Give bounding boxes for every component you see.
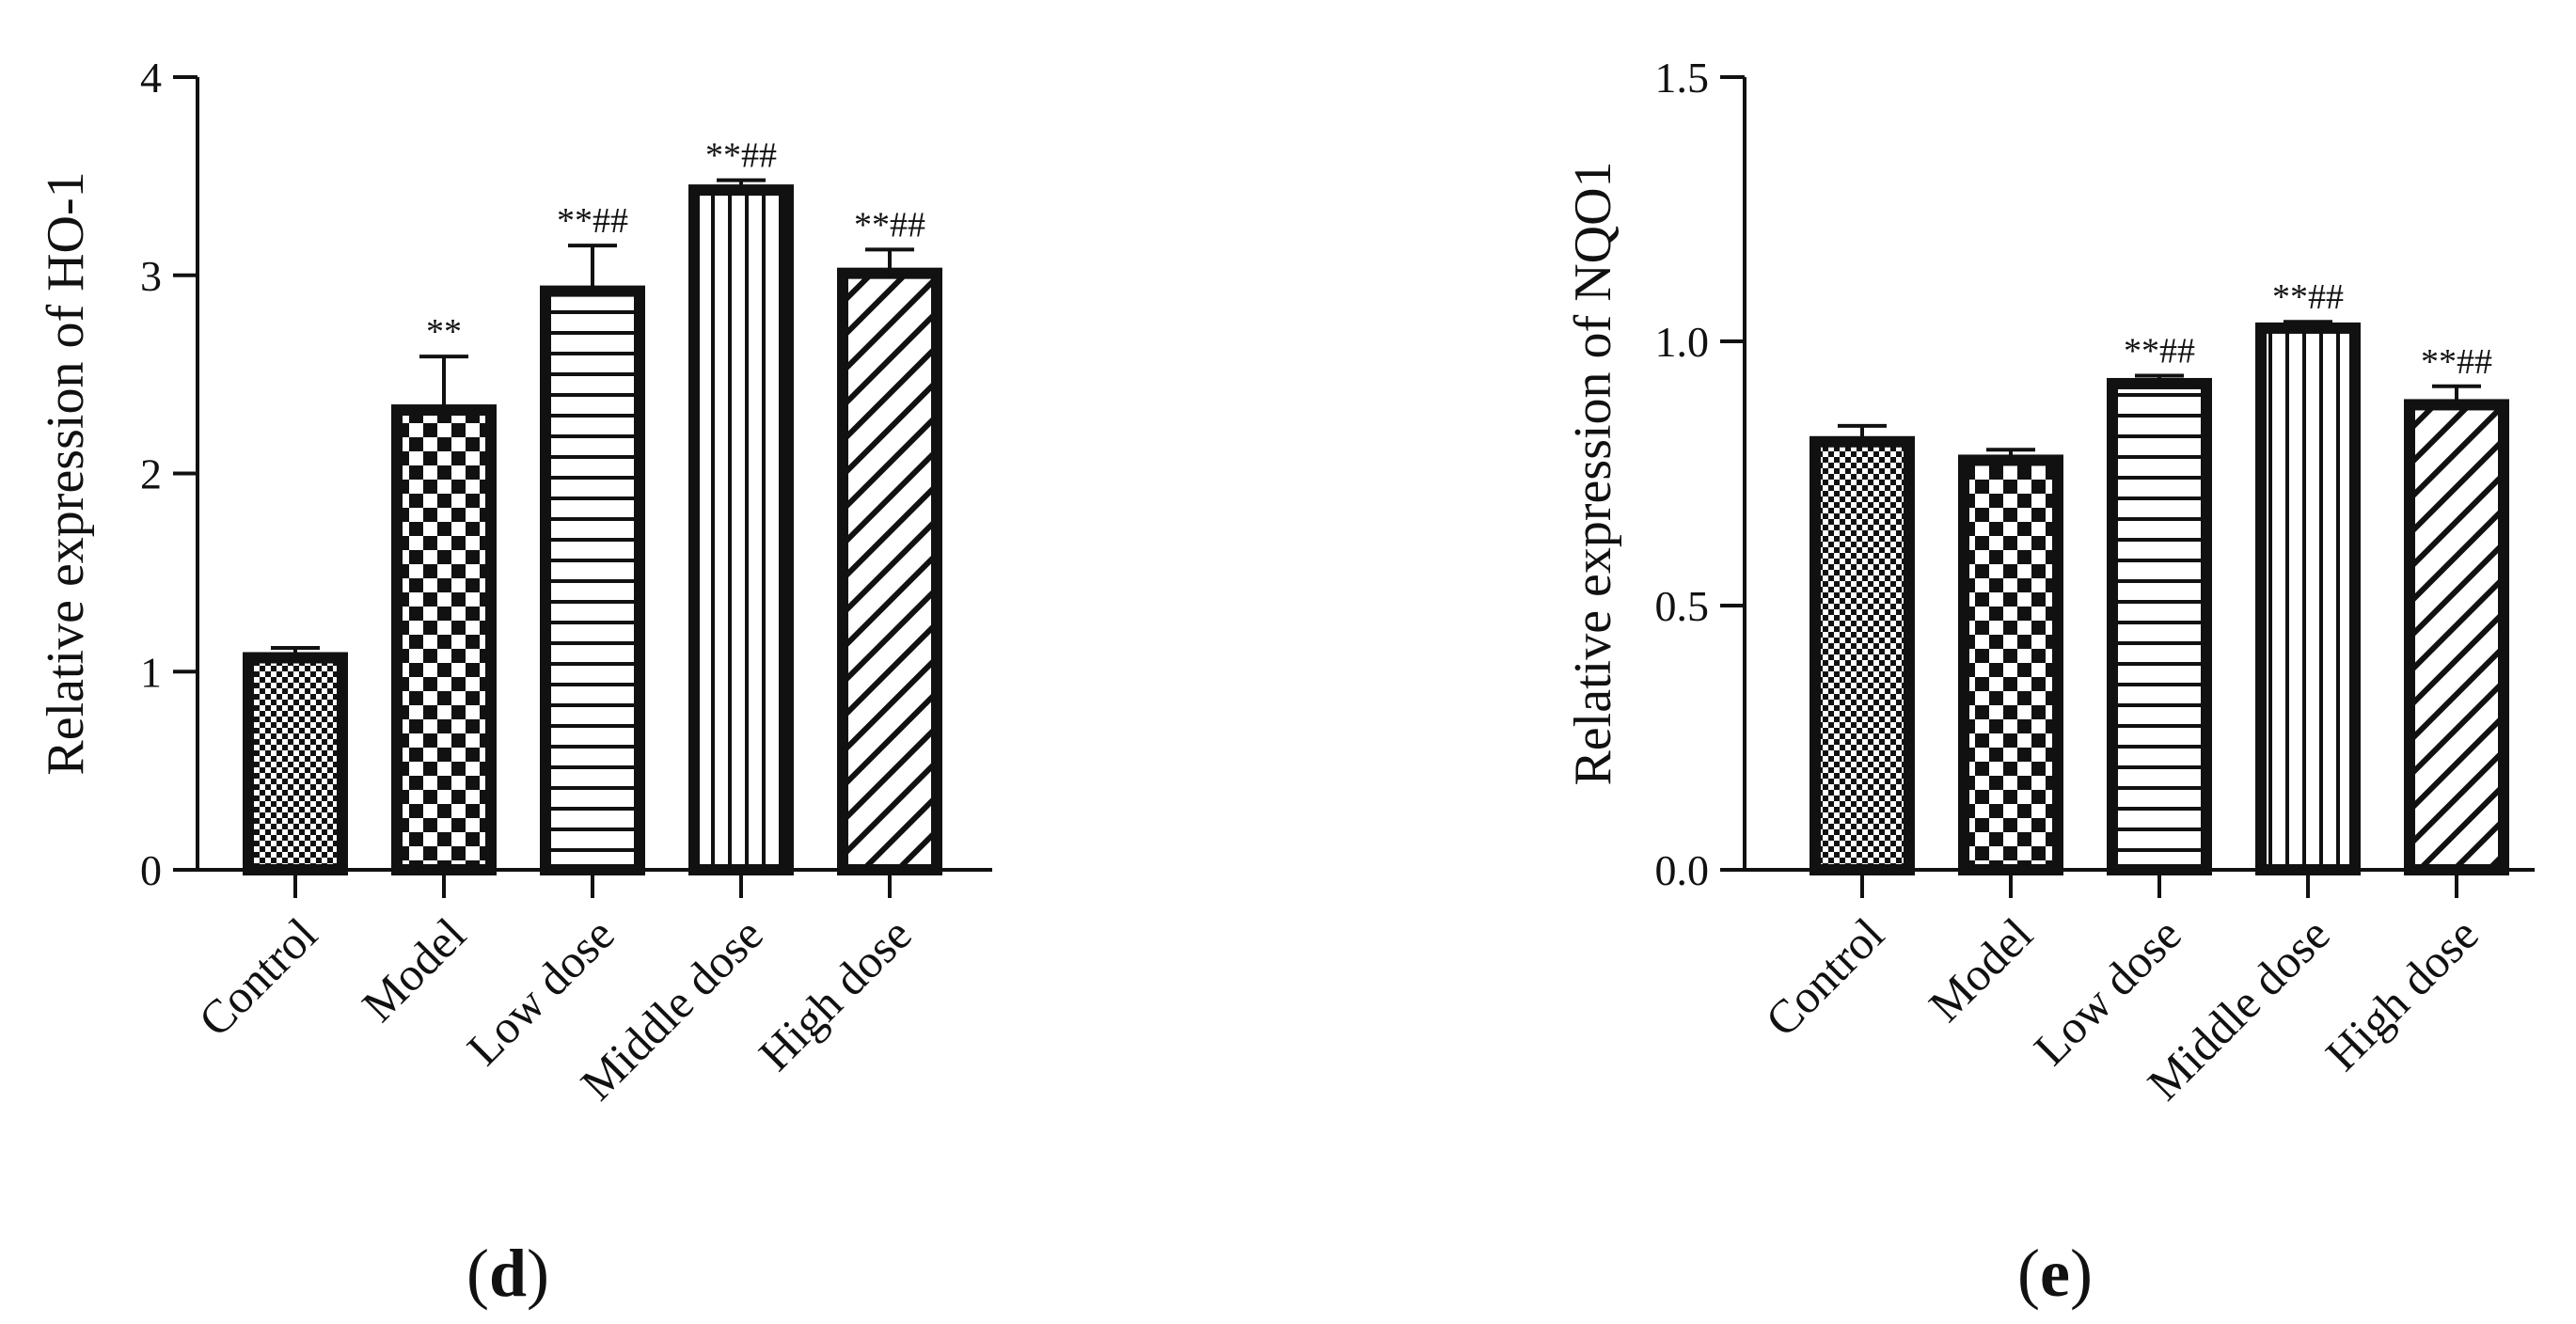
x-tick-label: Control bbox=[1755, 907, 1894, 1047]
x-tick-label: Model bbox=[1919, 907, 2043, 1032]
y-tick-label: 0 bbox=[140, 846, 162, 894]
panel-letter: d bbox=[489, 1236, 527, 1311]
significance-label: **## bbox=[854, 205, 925, 244]
bar-high-dose bbox=[2404, 399, 2509, 875]
bar-low-dose bbox=[2107, 377, 2212, 875]
y-tick-label: 0.0 bbox=[1655, 846, 1710, 894]
x-tick-label: High dose bbox=[2315, 907, 2489, 1080]
bar-model bbox=[391, 404, 497, 875]
bar-low-dose bbox=[540, 285, 645, 875]
significance-label: **## bbox=[2124, 332, 2195, 371]
chart-panel-d: 0 1 2 3 4 Relative expression of HO-1 Control *… bbox=[37, 54, 992, 1311]
panel-label: (e) bbox=[2017, 1236, 2093, 1311]
bar-model bbox=[1958, 454, 2063, 875]
bar-control bbox=[1810, 435, 1915, 875]
chart-panel-e: 0.0 0.5 1.0 1.5 Relative expression of NQO1 C… bbox=[1564, 54, 2535, 1311]
panel-label: (d) bbox=[466, 1236, 549, 1311]
significance-label: **## bbox=[2272, 277, 2344, 317]
y-tick-label: 1 bbox=[140, 648, 162, 696]
y-axis-label: Relative expression of HO-1 bbox=[37, 171, 95, 775]
bar-high-dose bbox=[837, 267, 942, 875]
x-tick-label: Control bbox=[188, 907, 327, 1047]
x-tick-label: Model bbox=[352, 907, 476, 1032]
y-tick-label: 2 bbox=[140, 450, 162, 498]
bar-middle-dose bbox=[2255, 322, 2361, 875]
y-tick-label: 4 bbox=[140, 54, 162, 102]
y-tick-label: 1.0 bbox=[1655, 318, 1710, 366]
y-tick-label: 0.5 bbox=[1655, 582, 1710, 630]
significance-label: **## bbox=[557, 201, 628, 241]
bar-middle-dose bbox=[688, 184, 794, 875]
y-axis-label: Relative expression of NQO1 bbox=[1564, 161, 1622, 785]
x-tick-label: High dose bbox=[749, 907, 922, 1080]
y-tick-label: 3 bbox=[140, 252, 162, 300]
bar-control bbox=[243, 652, 348, 875]
significance-label: ** bbox=[426, 312, 462, 352]
panel-letter: e bbox=[2040, 1236, 2070, 1311]
y-tick-label: 1.5 bbox=[1655, 54, 1710, 102]
significance-label: **## bbox=[705, 136, 777, 176]
significance-label: **## bbox=[2421, 342, 2492, 382]
